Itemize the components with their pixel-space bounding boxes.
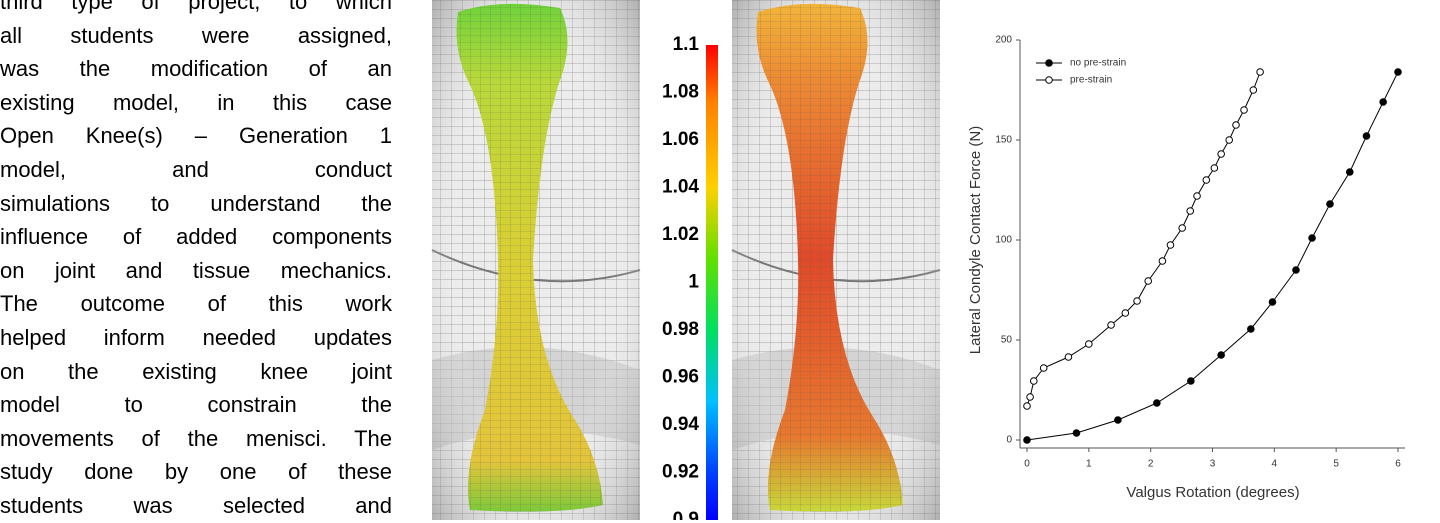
data-point bbox=[1187, 208, 1194, 215]
x-axis-label: Valgus Rotation (degrees) bbox=[1126, 484, 1299, 501]
data-point bbox=[1159, 258, 1166, 265]
data-point bbox=[1031, 378, 1038, 385]
legend-marker bbox=[1046, 60, 1053, 67]
data-point bbox=[1108, 322, 1115, 329]
data-point bbox=[1218, 352, 1225, 359]
x-tick-label: 3 bbox=[1210, 459, 1216, 470]
y-axis-label: Lateral Condyle Contact Force (N) bbox=[967, 126, 984, 354]
data-point bbox=[1040, 365, 1047, 372]
chart: Valgus Rotation (degrees) Lateral Condyl… bbox=[967, 35, 1405, 501]
data-point bbox=[1024, 403, 1031, 410]
data-point bbox=[1250, 87, 1257, 94]
data-point bbox=[1154, 400, 1161, 407]
data-point bbox=[1248, 326, 1255, 333]
x-tick-label: 4 bbox=[1272, 459, 1278, 470]
data-point bbox=[1122, 310, 1129, 317]
colorbar-tick-label: 0.9 bbox=[673, 509, 699, 520]
y-tick-label: 0 bbox=[1006, 435, 1012, 446]
data-point bbox=[1086, 341, 1093, 348]
colorbar-tick-label: 0.92 bbox=[662, 462, 699, 483]
data-point bbox=[1346, 169, 1353, 176]
data-point bbox=[1024, 437, 1031, 444]
series-line bbox=[1027, 72, 1398, 440]
data-point bbox=[1065, 354, 1072, 361]
data-point bbox=[1363, 133, 1370, 140]
data-point bbox=[1293, 267, 1300, 274]
x-tick-label: 6 bbox=[1395, 459, 1401, 470]
x-tick-label: 5 bbox=[1333, 459, 1339, 470]
data-point bbox=[1241, 107, 1248, 114]
colorbar-tick-label: 1.02 bbox=[662, 224, 699, 245]
y-tick-label: 50 bbox=[1001, 335, 1013, 346]
data-point bbox=[1257, 69, 1264, 76]
legend-label: pre-strain bbox=[1070, 75, 1112, 86]
data-point bbox=[1395, 69, 1402, 76]
data-point bbox=[1115, 417, 1122, 424]
x-tick-label: 2 bbox=[1148, 459, 1154, 470]
data-point bbox=[1380, 99, 1387, 106]
colorbar-tick-label: 1.04 bbox=[662, 177, 699, 198]
knee-image-right bbox=[732, 0, 940, 520]
data-point bbox=[1269, 299, 1276, 306]
legend-marker bbox=[1046, 77, 1053, 84]
data-point bbox=[1179, 225, 1186, 232]
colorbar-tick-label: 0.96 bbox=[662, 367, 699, 388]
data-point bbox=[1233, 122, 1240, 129]
x-tick-label: 1 bbox=[1086, 459, 1092, 470]
data-point bbox=[1211, 165, 1218, 172]
data-point bbox=[1327, 201, 1334, 208]
colorbar-labels: 1.1 1.08 1.06 1.04 1.02 1 0.98 0.96 0.94 0.92 0.9 bbox=[662, 34, 699, 520]
figure: 1.11.081.061.041.0210.980.960.940.920.9 … bbox=[0, 0, 1440, 520]
y-tick-label: 100 bbox=[995, 235, 1012, 246]
colorbar-tick-label: 1.08 bbox=[662, 82, 699, 103]
data-point bbox=[1027, 394, 1034, 401]
data-point bbox=[1194, 193, 1201, 200]
legend-label: no pre-strain bbox=[1070, 58, 1126, 69]
y-tick-label: 200 bbox=[995, 35, 1012, 46]
data-point bbox=[1218, 151, 1225, 158]
data-point bbox=[1188, 378, 1195, 385]
y-tick-label: 150 bbox=[995, 135, 1012, 146]
series-line bbox=[1027, 72, 1260, 406]
data-point bbox=[1309, 235, 1316, 242]
data-point bbox=[1073, 430, 1080, 437]
data-point bbox=[1134, 298, 1141, 305]
data-point bbox=[1145, 278, 1152, 285]
colorbar-tick-label: 0.94 bbox=[662, 414, 699, 435]
colorbar bbox=[706, 45, 718, 520]
colorbar-tick-label: 1.06 bbox=[662, 129, 699, 150]
colorbar-tick-label: 1 bbox=[688, 272, 699, 293]
data-point bbox=[1203, 177, 1210, 184]
page: {"text": {"lines": [ "third type of proj… bbox=[0, 0, 1440, 520]
colorbar-tick-label: 1.1 bbox=[673, 34, 700, 55]
colorbar-tick-label: 0.98 bbox=[662, 319, 699, 340]
data-point bbox=[1167, 242, 1174, 249]
x-tick-label: 0 bbox=[1024, 459, 1030, 470]
data-point bbox=[1226, 137, 1233, 144]
knee-image-left bbox=[432, 0, 640, 520]
